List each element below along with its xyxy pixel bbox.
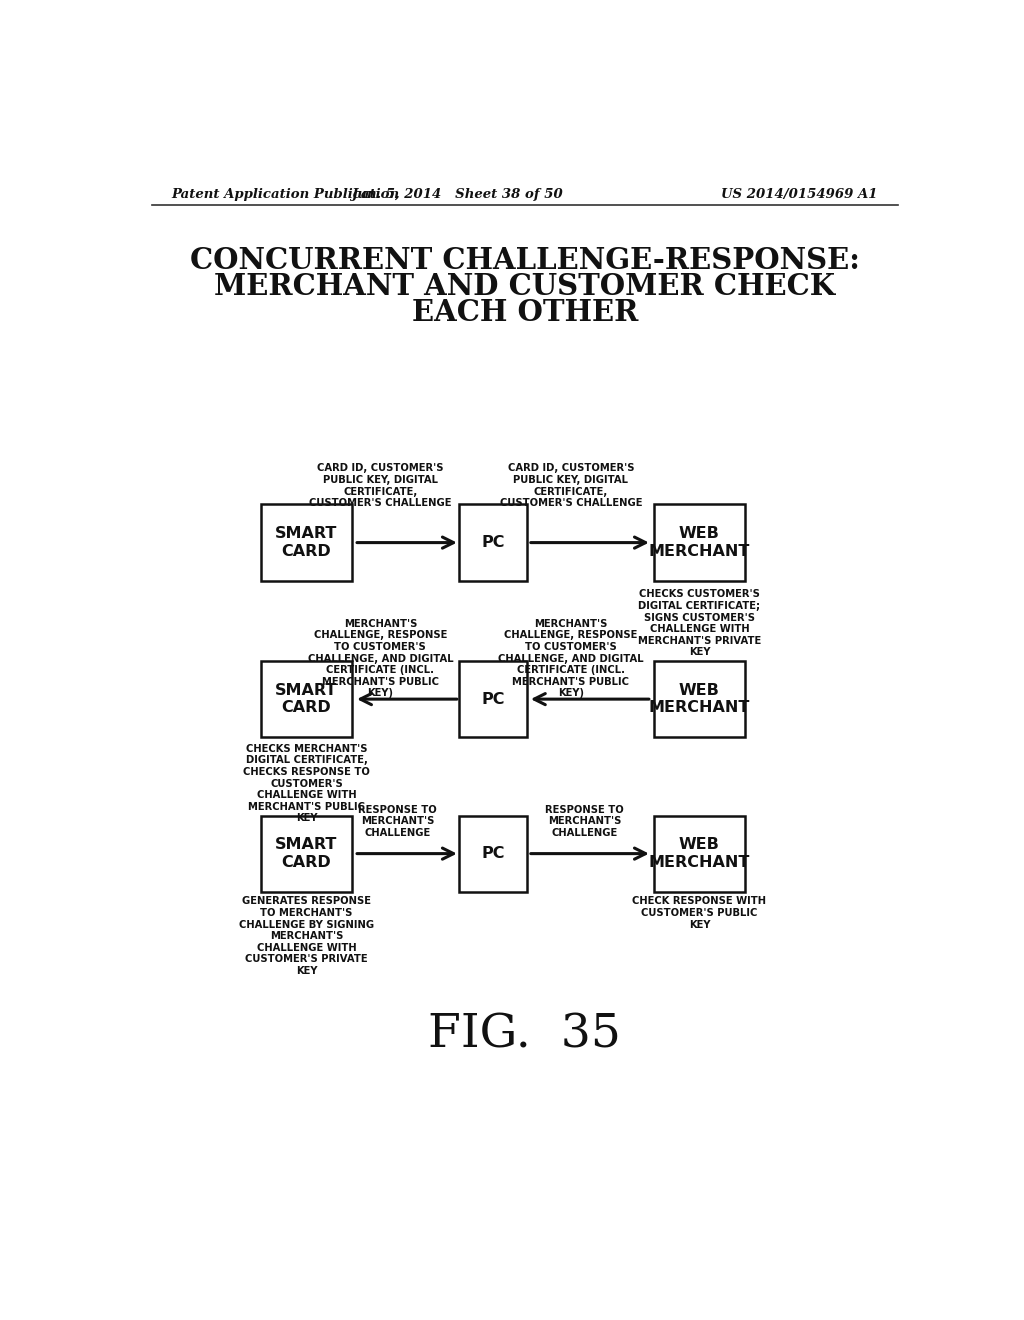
Text: WEB
MERCHANT: WEB MERCHANT	[649, 527, 750, 558]
Bar	[460, 661, 526, 738]
Text: Jun. 5, 2014   Sheet 38 of 50: Jun. 5, 2014 Sheet 38 of 50	[351, 189, 563, 202]
Text: FIG.  35: FIG. 35	[428, 1012, 622, 1057]
Bar	[460, 504, 526, 581]
Text: CONCURRENT CHALLENGE-RESPONSE:: CONCURRENT CHALLENGE-RESPONSE:	[189, 246, 860, 275]
Text: CHECKS CUSTOMER'S
DIGITAL CERTIFICATE;
SIGNS CUSTOMER'S
CHALLENGE WITH
MERCHANT': CHECKS CUSTOMER'S DIGITAL CERTIFICATE; S…	[638, 589, 761, 657]
Text: SMART
CARD: SMART CARD	[275, 682, 338, 715]
Text: RESPONSE TO
MERCHANT'S
CHALLENGE: RESPONSE TO MERCHANT'S CHALLENGE	[358, 805, 437, 838]
Bar	[261, 504, 352, 581]
Text: WEB
MERCHANT: WEB MERCHANT	[649, 682, 750, 715]
Text: RESPONSE TO
MERCHANT'S
CHALLENGE: RESPONSE TO MERCHANT'S CHALLENGE	[545, 805, 624, 838]
Text: SMART
CARD: SMART CARD	[275, 837, 338, 870]
Text: PC: PC	[481, 692, 505, 706]
Bar	[261, 816, 352, 892]
Text: CARD ID, CUSTOMER'S
PUBLIC KEY, DIGITAL
CERTIFICATE,
CUSTOMER'S CHALLENGE: CARD ID, CUSTOMER'S PUBLIC KEY, DIGITAL …	[500, 463, 642, 508]
Bar	[261, 661, 352, 738]
Text: PC: PC	[481, 535, 505, 550]
Text: EACH OTHER: EACH OTHER	[412, 298, 638, 327]
Bar	[653, 816, 745, 892]
Text: PC: PC	[481, 846, 505, 861]
Text: MERCHANT'S
CHALLENGE, RESPONSE
TO CUSTOMER'S
CHALLENGE, AND DIGITAL
CERTIFICATE : MERCHANT'S CHALLENGE, RESPONSE TO CUSTOM…	[498, 619, 644, 698]
Text: CHECK RESPONSE WITH
CUSTOMER'S PUBLIC
KEY: CHECK RESPONSE WITH CUSTOMER'S PUBLIC KE…	[633, 896, 766, 929]
Text: Patent Application Publication: Patent Application Publication	[172, 189, 399, 202]
Bar	[653, 504, 745, 581]
Text: US 2014/0154969 A1: US 2014/0154969 A1	[722, 189, 878, 202]
Text: CHECKS MERCHANT'S
DIGITAL CERTIFICATE,
CHECKS RESPONSE TO
CUSTOMER'S
CHALLENGE W: CHECKS MERCHANT'S DIGITAL CERTIFICATE, C…	[243, 744, 370, 824]
Text: SMART
CARD: SMART CARD	[275, 527, 338, 558]
Text: GENERATES RESPONSE
TO MERCHANT'S
CHALLENGE BY SIGNING
MERCHANT'S
CHALLENGE WITH
: GENERATES RESPONSE TO MERCHANT'S CHALLEN…	[239, 896, 374, 975]
Bar	[460, 816, 526, 892]
Text: CARD ID, CUSTOMER'S
PUBLIC KEY, DIGITAL
CERTIFICATE,
CUSTOMER'S CHALLENGE: CARD ID, CUSTOMER'S PUBLIC KEY, DIGITAL …	[309, 463, 452, 508]
Text: WEB
MERCHANT: WEB MERCHANT	[649, 837, 750, 870]
Text: MERCHANT'S
CHALLENGE, RESPONSE
TO CUSTOMER'S
CHALLENGE, AND DIGITAL
CERTIFICATE : MERCHANT'S CHALLENGE, RESPONSE TO CUSTOM…	[307, 619, 454, 698]
Text: MERCHANT AND CUSTOMER CHECK: MERCHANT AND CUSTOMER CHECK	[214, 272, 836, 301]
Bar	[653, 661, 745, 738]
